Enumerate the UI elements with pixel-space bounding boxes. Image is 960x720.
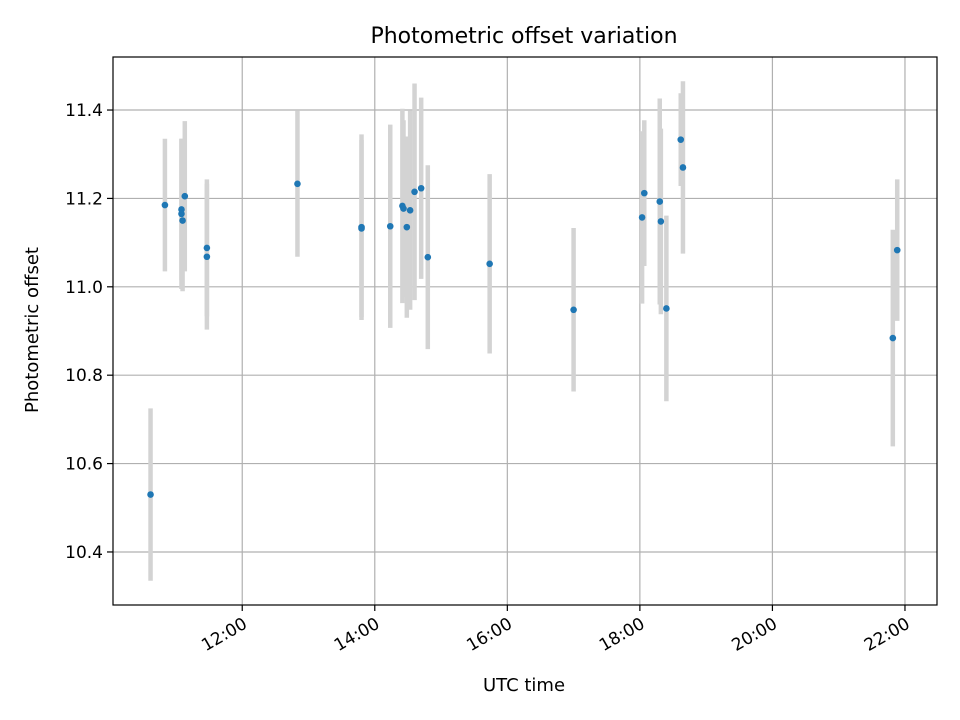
data-point — [424, 253, 432, 261]
data-point — [417, 184, 425, 192]
y-tick-label: 10.6 — [65, 455, 103, 475]
chart-title: Photometric offset variation — [370, 24, 677, 49]
data-point — [663, 305, 670, 312]
data-point — [386, 222, 394, 230]
data-point — [161, 201, 169, 209]
data-point — [203, 253, 211, 261]
x-tick-label: 18:00 — [596, 614, 648, 656]
x-tick-label: 20:00 — [728, 614, 780, 656]
data-point — [657, 218, 665, 225]
data-point — [411, 188, 418, 196]
y-tick-label: 10.8 — [65, 366, 103, 386]
errorbar-layer — [148, 81, 900, 581]
data-point — [400, 205, 407, 212]
y-tick-label: 11.4 — [65, 101, 103, 121]
y-tick-label: 11.2 — [65, 189, 103, 209]
y-tick-label: 10.4 — [65, 543, 103, 563]
data-point — [889, 334, 897, 342]
data-point — [677, 136, 685, 143]
y-axis-label: Photometric offset — [22, 247, 43, 413]
data-point — [893, 246, 901, 254]
data-point — [403, 223, 411, 231]
point-layer — [147, 136, 901, 498]
data-point — [570, 306, 577, 314]
data-point — [406, 207, 414, 214]
data-point — [679, 164, 687, 171]
y-tick-label: 11.0 — [65, 278, 103, 298]
data-point — [656, 198, 664, 205]
data-point — [294, 180, 301, 188]
data-point — [640, 189, 648, 197]
data-point — [486, 260, 493, 268]
data-point — [358, 225, 365, 232]
data-point — [178, 210, 185, 218]
x-tick-label: 22:00 — [861, 614, 913, 656]
x-tick-label: 12:00 — [198, 614, 250, 656]
x-axis-label: UTC time — [483, 675, 565, 696]
x-tick-label: 14:00 — [331, 614, 383, 656]
data-point — [179, 217, 186, 224]
data-point — [181, 192, 189, 200]
data-point — [147, 491, 154, 498]
grid-layer — [113, 57, 937, 605]
plot-area-frame — [112, 56, 938, 606]
data-point — [638, 214, 646, 221]
data-point — [203, 244, 211, 252]
x-tick-label: 16:00 — [463, 614, 515, 656]
